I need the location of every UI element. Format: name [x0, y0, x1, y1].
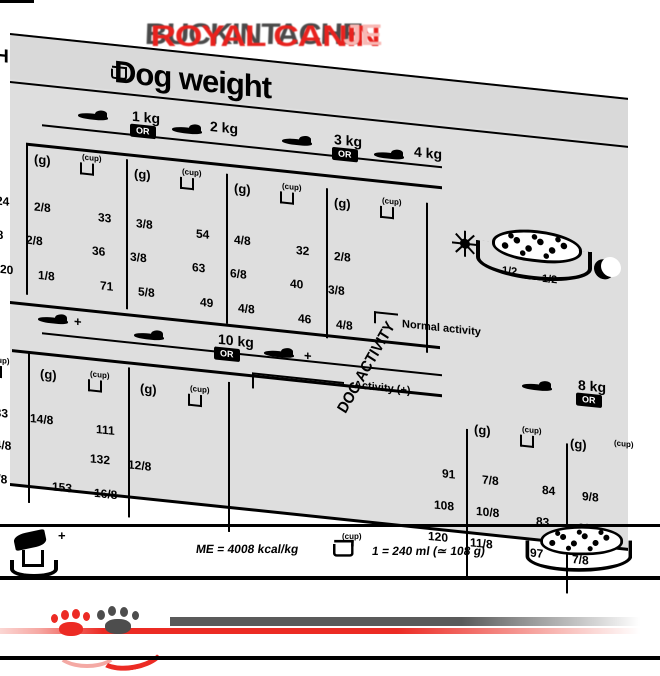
- or-badge-4: OR: [576, 392, 602, 409]
- cell-cup: 4/8: [336, 317, 353, 333]
- unit-g-3: (g): [234, 180, 251, 198]
- cell-cup: 2/8: [34, 199, 51, 216]
- cell-g: 20: [0, 261, 14, 278]
- cell-g: 133: [0, 404, 9, 421]
- cell-g: 153: [52, 479, 73, 496]
- cell-cup: 6/8: [230, 266, 247, 282]
- brand-footer: [0, 590, 660, 676]
- moon-icon: [594, 258, 616, 282]
- cell-g: 46: [298, 311, 312, 327]
- or-badge-2: OR: [332, 146, 358, 163]
- cell-cup: 5/8: [138, 284, 155, 301]
- cell-cup: 3/8: [130, 249, 147, 266]
- col-sep: [26, 144, 28, 295]
- cell-g: 33: [98, 210, 112, 226]
- weight-label-2: 2 kg: [210, 117, 239, 137]
- cell-cup: 9/8: [582, 489, 599, 505]
- footer-rule-bottom: [0, 576, 660, 580]
- cell-cup: 4/8: [238, 300, 255, 317]
- plus-sign: +: [304, 347, 312, 364]
- cell-g: 40: [290, 276, 304, 292]
- unit-g-1: (g): [34, 151, 51, 169]
- cell-cup: 16/8: [94, 485, 118, 503]
- duration-badge: 24H: [0, 43, 9, 68]
- cell-g: 132: [90, 451, 111, 468]
- col-sep: [326, 188, 328, 339]
- cell-g: 28: [0, 226, 4, 243]
- bottom-rule: [0, 656, 660, 660]
- cell-g: 36: [92, 243, 106, 259]
- footer-rule-top: [0, 524, 660, 527]
- cell-g: 108: [434, 497, 455, 514]
- cup-unit-label: (cup): [342, 532, 362, 541]
- cell-g: 84: [542, 482, 556, 499]
- footer-note-band: + ME = 4008 kcal/kg (cup) 1 = 240 ml (≃ …: [0, 524, 660, 580]
- unit-cup-label-5: (cup): [0, 354, 10, 366]
- unit-g-5: (g): [40, 366, 57, 383]
- cell-g: 32: [296, 242, 310, 259]
- footer-red-bar: [0, 628, 640, 634]
- unit-g-6: (g): [140, 380, 157, 398]
- brand-overlay-red: ROYAL CANIN: [150, 20, 381, 53]
- cell-cup: 12/8: [128, 457, 152, 474]
- unit-g-7: (g): [474, 421, 491, 439]
- cell-g: 49: [200, 294, 214, 311]
- unit-g-8: (g): [570, 435, 587, 453]
- or-badge-1: OR: [130, 123, 156, 140]
- or-badge-3: OR: [214, 346, 240, 363]
- brand-overlay: BUCKINTACHE ROYAL CANIN JE: [0, 14, 660, 58]
- cell-g: 71: [100, 278, 114, 294]
- meal-split-evening: 1/2: [542, 272, 558, 287]
- cell-cup: 14/8: [0, 436, 12, 454]
- brand-overlay-pink: JE: [343, 19, 382, 52]
- cell-g: 111: [96, 421, 115, 438]
- cell-cup: 1/8: [38, 267, 55, 284]
- measuring-cup-icon: [332, 539, 354, 558]
- unit-g-4: (g): [334, 194, 351, 212]
- col-sep: [226, 173, 228, 324]
- top-rule-left: [0, 0, 34, 3]
- cell-cup: 2/8: [334, 248, 351, 265]
- cell-cup: 7/8: [482, 472, 499, 489]
- unit-g-2: (g): [134, 165, 151, 183]
- footer-gray-bar: [170, 617, 640, 626]
- cell-g: 24: [0, 193, 10, 209]
- unit-cup-label-9: (cup): [614, 438, 634, 450]
- cell-cup: 10/8: [476, 503, 500, 521]
- col-sep: [128, 367, 130, 518]
- cell-g: 91: [442, 466, 456, 482]
- cell-g: 63: [192, 260, 206, 276]
- kibble-bowl-icon: [520, 524, 633, 572]
- cell-cup: 14/8: [0, 470, 8, 487]
- col-sep: [126, 159, 128, 310]
- plus-sign: +: [58, 528, 66, 543]
- royal-canin-paw-logo: [45, 606, 170, 676]
- weight-label-4: 4 kg: [414, 143, 443, 163]
- water-pour-icon: [10, 528, 64, 578]
- col-sep: [28, 352, 30, 504]
- cell-cup: 14/8: [30, 411, 54, 428]
- col-sep: [228, 381, 230, 533]
- measuring-cup-icon: [110, 65, 126, 81]
- meal-split-morning: 1/2: [502, 264, 518, 279]
- cup-equivalence: 1 = 240 ml (≃ 108 g): [371, 544, 487, 558]
- cell-cup: 3/8: [328, 282, 345, 299]
- cell-cup: 3/8: [136, 216, 153, 232]
- cell-g: 54: [196, 226, 210, 242]
- cell-cup: 2/8: [26, 232, 43, 249]
- sun-icon: [452, 229, 478, 258]
- plus-sign: +: [74, 313, 82, 330]
- energy-value: ME = 4008 kcal/kg: [195, 542, 300, 556]
- cell-cup: 4/8: [234, 232, 251, 249]
